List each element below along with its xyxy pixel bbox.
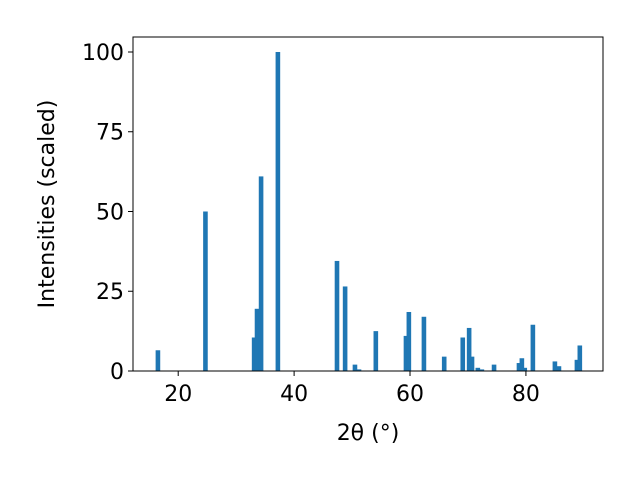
- bar: [577, 345, 583, 371]
- bar: [460, 337, 466, 371]
- bar: [522, 367, 528, 371]
- bar: [352, 364, 358, 371]
- bar: [203, 211, 208, 371]
- x-tick-label: 60: [396, 382, 424, 407]
- bar: [373, 331, 379, 371]
- bar: [403, 335, 409, 371]
- bar: [356, 369, 362, 371]
- bar: [516, 363, 522, 371]
- bar: [258, 176, 264, 371]
- bar: [406, 311, 412, 371]
- bar: [556, 366, 562, 371]
- bar: [342, 286, 348, 371]
- bar: [275, 51, 281, 371]
- bar: [530, 324, 536, 371]
- bar: [475, 367, 481, 371]
- x-tick-label: 40: [280, 382, 308, 407]
- bar: [469, 356, 475, 371]
- plot-frame: [132, 36, 604, 372]
- y-tick-label: 0: [110, 360, 124, 385]
- x-tick-label: 80: [512, 382, 540, 407]
- x-axis-label: 2θ (°): [337, 421, 400, 446]
- y-tick-label: 50: [96, 200, 124, 225]
- bar: [491, 364, 497, 371]
- bar: [466, 327, 472, 371]
- bar: [552, 361, 558, 371]
- bar: [334, 260, 340, 371]
- y-tick-label: 100: [82, 41, 124, 66]
- y-tick-label: 25: [96, 280, 124, 305]
- bar: [251, 337, 257, 371]
- bar: [519, 358, 525, 371]
- bar: [155, 350, 161, 371]
- bar: [479, 369, 485, 371]
- y-axis-label: Intensities (scaled): [35, 100, 60, 309]
- bar: [421, 316, 427, 371]
- x-tick-label: 20: [164, 382, 192, 407]
- bar: [441, 356, 447, 371]
- bar: [254, 308, 260, 371]
- y-tick-label: 75: [96, 121, 124, 146]
- bar: [574, 359, 580, 371]
